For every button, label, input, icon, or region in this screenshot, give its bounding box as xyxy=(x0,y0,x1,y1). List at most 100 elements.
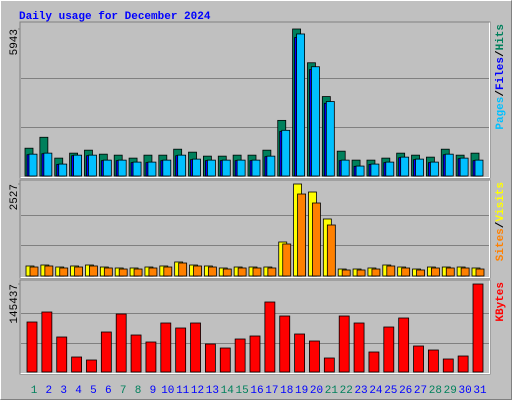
bar xyxy=(296,33,306,177)
bar xyxy=(415,158,424,177)
bar xyxy=(338,315,350,373)
bar xyxy=(355,165,365,177)
bar xyxy=(267,267,277,277)
bar xyxy=(340,159,350,177)
bar xyxy=(236,159,246,177)
x-tick-label: 18 xyxy=(280,385,293,397)
x-tick-label: 11 xyxy=(176,385,190,397)
bar xyxy=(73,154,82,177)
bar xyxy=(400,156,410,177)
bar xyxy=(398,317,410,373)
legend-entry: Visits xyxy=(495,182,507,222)
legend-entry: Pages xyxy=(495,97,507,130)
y-tick-label: 5943 xyxy=(9,29,21,55)
x-tick-label: 17 xyxy=(265,385,278,397)
x-tick-label: 20 xyxy=(310,385,323,397)
bar xyxy=(28,153,38,177)
bar xyxy=(86,359,97,373)
bar xyxy=(100,331,112,373)
x-tick-label: 4 xyxy=(75,385,82,397)
bar xyxy=(445,267,455,277)
bar xyxy=(237,267,247,277)
x-tick-label: 31 xyxy=(473,385,487,397)
x-tick-label: 30 xyxy=(459,385,472,397)
bar xyxy=(162,159,172,177)
bar xyxy=(178,262,188,277)
bar xyxy=(282,243,292,277)
bar xyxy=(371,268,381,277)
bar xyxy=(401,267,411,277)
bar xyxy=(457,355,469,373)
bar xyxy=(309,340,320,373)
bar xyxy=(89,265,98,277)
bar xyxy=(221,159,231,177)
bar xyxy=(442,358,454,373)
legend-separator: / xyxy=(495,221,507,228)
x-tick-label: 28 xyxy=(429,385,442,397)
x-tick-label: 3 xyxy=(60,385,67,397)
bar xyxy=(102,159,112,177)
bar xyxy=(444,153,454,177)
bar xyxy=(356,269,366,277)
legend-entry: KBytes xyxy=(495,282,507,322)
bar xyxy=(383,326,395,373)
bar xyxy=(251,159,261,177)
bar xyxy=(311,66,320,177)
x-tick-label: 26 xyxy=(399,385,412,397)
bar xyxy=(163,266,173,277)
plot-edge xyxy=(20,280,490,374)
x-tick-label: 16 xyxy=(250,385,263,397)
x-tick-label: 14 xyxy=(221,385,235,397)
legend-separator: / xyxy=(495,50,507,57)
x-tick-label: 24 xyxy=(369,385,383,397)
y-tick-label: 145437 xyxy=(9,284,21,324)
x-tick-label: 25 xyxy=(384,385,397,397)
bar xyxy=(74,266,83,277)
bar xyxy=(147,161,157,177)
legend: Sites/Visits xyxy=(495,182,507,261)
bar xyxy=(192,158,201,177)
bar xyxy=(326,224,336,277)
bar xyxy=(474,159,484,177)
x-tick-label: 13 xyxy=(206,385,219,397)
bar xyxy=(103,267,113,277)
bar xyxy=(234,338,246,373)
bar xyxy=(266,155,276,177)
bar xyxy=(249,335,261,373)
bar xyxy=(148,267,158,277)
x-tick-label: 9 xyxy=(150,385,157,397)
x-tick-label: 5 xyxy=(90,385,97,397)
bar xyxy=(427,349,439,373)
bar xyxy=(56,336,68,373)
legend: Pages/Files/Hits xyxy=(495,24,507,130)
bar xyxy=(59,267,69,277)
plot-edge xyxy=(20,22,490,178)
bar xyxy=(475,268,485,277)
bar xyxy=(29,266,39,277)
bar xyxy=(71,356,82,373)
plot-area xyxy=(19,179,491,279)
x-tick-label: 19 xyxy=(295,385,308,397)
legend-entry: Sites xyxy=(495,228,507,261)
x-tick-label: 1 xyxy=(31,385,38,397)
bar xyxy=(353,322,365,373)
x-tick-label: 12 xyxy=(191,385,204,397)
bar xyxy=(252,267,262,277)
x-tick-label: 2 xyxy=(46,385,53,397)
bar xyxy=(160,322,172,373)
bar xyxy=(206,159,216,177)
plot-area xyxy=(19,21,491,179)
bar xyxy=(88,154,97,177)
bar xyxy=(41,311,53,373)
bar xyxy=(341,269,351,277)
x-tick-label: 23 xyxy=(354,385,367,397)
bar xyxy=(115,313,127,373)
legend-entry: Hits xyxy=(495,24,507,50)
bar xyxy=(175,327,187,373)
bar xyxy=(193,265,202,277)
bar xyxy=(312,202,321,277)
x-tick-label: 6 xyxy=(105,385,112,397)
bar xyxy=(130,334,142,373)
